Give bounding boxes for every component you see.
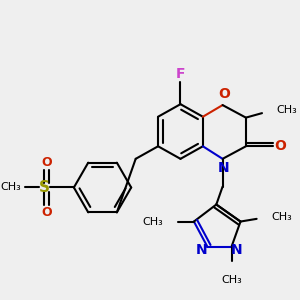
Text: O: O — [42, 206, 52, 219]
Text: F: F — [176, 67, 185, 81]
Text: O: O — [218, 87, 230, 101]
Text: CH₃: CH₃ — [271, 212, 292, 222]
Text: CH₃: CH₃ — [0, 182, 21, 193]
Text: O: O — [42, 156, 52, 169]
Text: S: S — [39, 180, 50, 195]
Text: O: O — [274, 139, 286, 153]
Text: N: N — [218, 161, 229, 175]
Text: CH₃: CH₃ — [143, 217, 164, 226]
Text: CH₃: CH₃ — [276, 106, 297, 116]
Text: CH₃: CH₃ — [221, 275, 242, 285]
Text: N: N — [196, 243, 208, 257]
Text: N: N — [231, 243, 243, 257]
